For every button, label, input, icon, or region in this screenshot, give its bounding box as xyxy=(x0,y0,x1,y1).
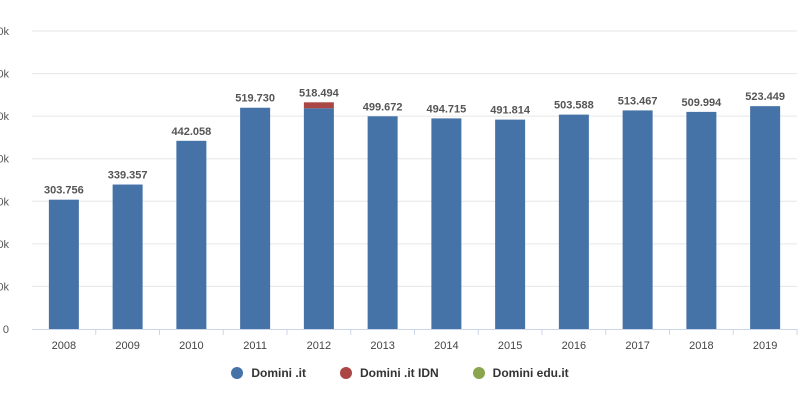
x-tick-label: 2009 xyxy=(115,340,139,352)
data-label: 494.715 xyxy=(426,103,466,115)
bar-chart: 0 0k 0k 0k 0k 0k 0k 0k 303.756 339.357 442.058 519.… xyxy=(0,26,798,352)
y-tick-label: 0k xyxy=(0,111,9,123)
legend-marker-icon xyxy=(340,367,352,379)
data-label: 509.994 xyxy=(681,97,722,109)
x-tick-label: 2018 xyxy=(689,340,713,352)
bar-domini-it xyxy=(112,184,143,329)
y-tick-label: 0k xyxy=(0,69,9,81)
bar-domini-it xyxy=(558,114,589,330)
data-label: 519.730 xyxy=(235,93,275,105)
x-tick-label: 2010 xyxy=(179,340,203,352)
y-tick-label: 0k xyxy=(0,239,9,251)
x-tick-label: 2011 xyxy=(243,340,267,352)
bar-domini-it xyxy=(367,116,398,329)
legend-marker-icon xyxy=(231,367,244,379)
bar-domini-it xyxy=(176,140,207,329)
y-tick-label: 0k xyxy=(0,26,9,38)
bar-domini-it xyxy=(48,199,79,329)
legend-label: Domini .it xyxy=(251,366,306,380)
legend-label: Domini .it IDN xyxy=(360,366,439,380)
bar-domini-it xyxy=(431,118,462,329)
bar-domini-it xyxy=(750,106,781,330)
bar-domini-it xyxy=(495,119,526,330)
x-tick-label: 2008 xyxy=(52,340,76,352)
legend-item-domini-it-idn[interactable]: Domini .it IDN xyxy=(340,366,439,380)
x-tick-label: 2019 xyxy=(753,340,777,352)
data-label: 523.449 xyxy=(745,91,785,103)
bar-domini-it xyxy=(303,108,334,329)
y-tick-label: 0 xyxy=(3,324,9,336)
legend: Domini .it Domini .it IDN Domini edu.it xyxy=(0,366,800,380)
x-tick-label: 2015 xyxy=(498,340,522,352)
data-label: 442.058 xyxy=(171,126,211,138)
bar-domini-it-idn xyxy=(303,102,334,109)
y-tick-label: 0k xyxy=(0,196,9,208)
y-tick-label: 0k xyxy=(0,281,9,293)
x-tick-label: 2014 xyxy=(434,340,458,352)
legend-marker-icon xyxy=(472,367,485,379)
data-label: 499.672 xyxy=(363,101,403,113)
bar-domini-it xyxy=(622,110,653,329)
data-label: 518.494 xyxy=(299,87,340,99)
x-tick-label: 2016 xyxy=(562,340,586,352)
x-tick-label: 2017 xyxy=(625,340,649,352)
data-label: 303.756 xyxy=(44,185,84,197)
legend-label: Domini edu.it xyxy=(492,366,569,380)
data-label: 503.588 xyxy=(554,100,594,112)
bar-domini-it xyxy=(240,107,271,329)
legend-item-domini-it[interactable]: Domini .it xyxy=(231,366,306,380)
data-label: 339.357 xyxy=(108,170,148,182)
legend-item-domini-edu-it[interactable]: Domini edu.it xyxy=(472,366,569,380)
x-tick-label: 2013 xyxy=(370,340,394,352)
y-tick-label: 0k xyxy=(0,154,9,166)
x-tick-label: 2012 xyxy=(307,340,331,352)
data-label: 513.467 xyxy=(618,95,658,107)
bar-domini-it xyxy=(686,111,717,329)
data-label: 491.814 xyxy=(490,105,531,117)
